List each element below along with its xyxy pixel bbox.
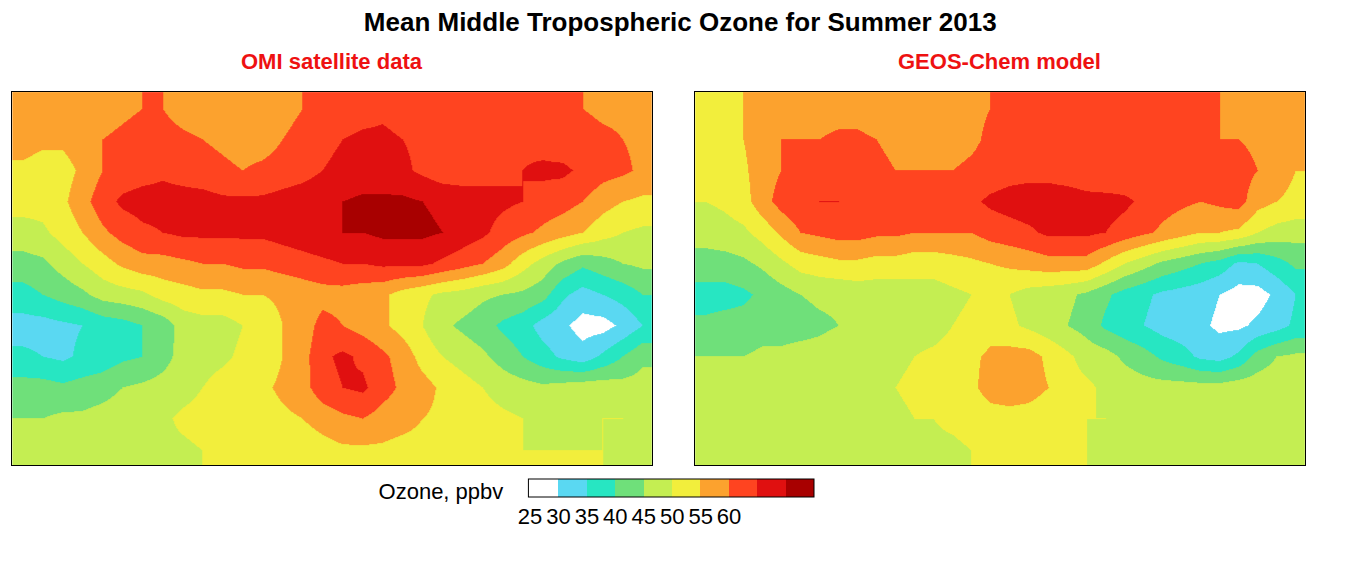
svg-text:OMI satellite data: OMI satellite data [241, 49, 423, 74]
svg-text:25: 25 [518, 504, 542, 529]
svg-text:35: 35 [575, 504, 599, 529]
svg-text:30: 30 [546, 504, 570, 529]
svg-text:55: 55 [688, 504, 712, 529]
svg-text:60: 60 [717, 504, 741, 529]
svg-text:Mean Middle Tropospheric Ozone: Mean Middle Tropospheric Ozone for Summe… [364, 7, 997, 37]
svg-text:50: 50 [660, 504, 684, 529]
svg-text:40: 40 [603, 504, 627, 529]
svg-text:Ozone, ppbv: Ozone, ppbv [379, 479, 504, 504]
svg-text:45: 45 [632, 504, 656, 529]
svg-text:GEOS-Chem model: GEOS-Chem model [898, 49, 1101, 74]
